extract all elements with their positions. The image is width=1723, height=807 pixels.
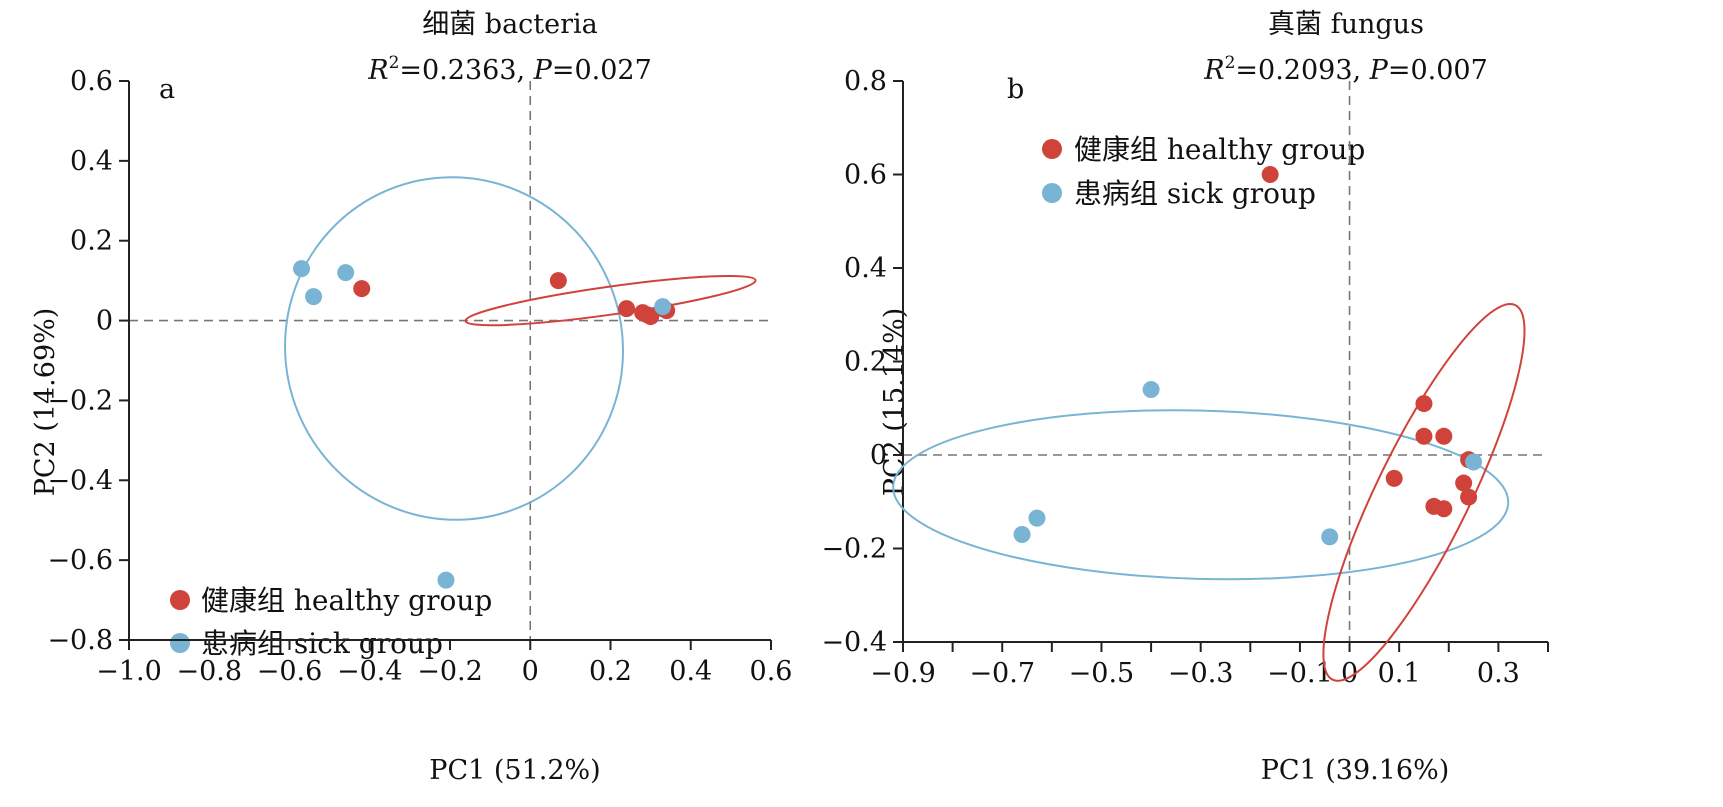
stat-line: R2=0.2363, P=0.027: [367, 53, 652, 86]
y-tick-label: −0.4: [821, 627, 887, 658]
panel-letter: a: [159, 74, 175, 105]
data-point-healthy: [1435, 427, 1453, 445]
confidence-ellipse-sick: [284, 176, 624, 521]
data-point-healthy: [1415, 427, 1433, 445]
x-tick-label: 0.6: [750, 656, 793, 687]
confidence-ellipse-sick: [892, 409, 1510, 581]
data-point-healthy: [549, 272, 567, 290]
y-tick-label: 0.2: [844, 347, 887, 378]
y-tick-label: −0.4: [47, 465, 113, 496]
x-tick-label: 0.4: [669, 656, 712, 687]
p-label: P: [1369, 55, 1389, 86]
data-point-healthy: [1385, 469, 1403, 487]
legend-marker-sick: [170, 633, 190, 653]
data-point-sick: [1028, 509, 1046, 527]
x-tick-label: 0.3: [1477, 658, 1520, 689]
legend-label-sick: 患病组 sick group: [201, 627, 443, 660]
data-point-sick: [305, 288, 323, 306]
legend: 健康组 healthy group 患病组 sick group: [170, 584, 492, 660]
data-point-healthy: [618, 300, 636, 318]
x-tick-label: −0.9: [870, 658, 936, 689]
data-point-sick: [337, 264, 355, 282]
confidence-ellipse-healthy: [1322, 302, 1526, 682]
y-tick-label: 0.8: [844, 66, 887, 97]
data-point-healthy: [1261, 166, 1279, 183]
r2-value: =0.2093,: [1235, 55, 1369, 86]
chart-title: 细菌 bacteria: [422, 9, 598, 40]
y-tick-label: −0.8: [47, 625, 113, 656]
x-tick-label: −0.6: [257, 656, 323, 687]
legend: 健康组 healthy group 患病组 sick group: [1042, 133, 1365, 210]
x-tick-label: −0.1: [1267, 658, 1333, 689]
y-tick-label: −0.6: [47, 545, 113, 576]
data-point-healthy: [642, 308, 660, 326]
r2-value: =0.2363,: [399, 55, 533, 86]
legend-marker-sick: [1042, 183, 1062, 203]
x-tick-label: 0.2: [589, 656, 632, 687]
y-tick-label: 0.6: [70, 66, 113, 97]
panel-a: 细菌 bacteria R2=0.2363, P=0.027 a PC1 (51…: [30, 9, 792, 786]
y-tick-label: 0: [870, 440, 887, 471]
data-point-healthy: [1455, 474, 1473, 492]
x-tick-label: −0.7: [969, 658, 1035, 689]
r2-superscript: 2: [389, 53, 400, 73]
x-tick-label: 0.1: [1378, 658, 1421, 689]
x-tick-label: −0.5: [1069, 658, 1135, 689]
data-point-sick: [1465, 453, 1483, 471]
x-tick-label: 0: [1341, 658, 1358, 689]
data-point-healthy: [1415, 395, 1433, 413]
data-point-healthy: [1460, 488, 1478, 506]
data-point-sick: [437, 571, 455, 589]
y-axis-label: PC2 (14.69%): [30, 308, 61, 497]
x-axis-label: PC1 (51.2%): [429, 755, 600, 786]
x-tick-label: −0.3: [1168, 658, 1234, 689]
panel-letter: b: [1007, 74, 1024, 105]
data-point-sick: [293, 260, 311, 278]
r2-superscript: 2: [1225, 53, 1236, 73]
panel-b: 真菌 fungus R2=0.2093, P=0.007 b PC1 (39.1…: [821, 9, 1549, 786]
x-axis-label: PC1 (39.16%): [1261, 755, 1450, 786]
legend-marker-healthy: [1042, 139, 1062, 159]
data-point-sick: [1013, 525, 1031, 543]
stat-line: R2=0.2093, P=0.007: [1203, 53, 1488, 86]
p-value: =0.007: [1388, 55, 1488, 86]
data-point-sick: [654, 298, 672, 316]
p-label: P: [533, 55, 553, 86]
y-tick-label: 0.4: [70, 146, 113, 177]
r2-label: R: [1203, 55, 1224, 86]
legend-label-healthy: 健康组 healthy group: [201, 584, 492, 617]
r2-label: R: [367, 55, 388, 86]
confidence-ellipse-healthy: [464, 274, 757, 327]
y-tick-label: 0.6: [844, 160, 887, 191]
data-point-healthy: [1435, 500, 1453, 518]
y-tick-label: −0.2: [47, 385, 113, 416]
y-tick-label: −0.2: [821, 534, 887, 565]
x-tick-label: −1.0: [96, 656, 162, 687]
x-tick-label: −0.4: [337, 656, 403, 687]
x-tick-label: −0.8: [176, 656, 242, 687]
y-tick-label: 0.2: [70, 226, 113, 257]
data-point-sick: [1142, 381, 1160, 399]
data-point-healthy: [353, 280, 371, 298]
p-value: =0.027: [552, 55, 652, 86]
legend-label-sick: 患病组 sick group: [1074, 177, 1316, 210]
data-point-sick: [1321, 528, 1339, 546]
legend-label-healthy: 健康组 healthy group: [1074, 133, 1365, 166]
y-tick-label: 0: [96, 306, 113, 337]
chart-title: 真菌 fungus: [1268, 9, 1424, 40]
x-tick-label: −0.2: [417, 656, 483, 687]
legend-marker-healthy: [170, 590, 190, 610]
x-tick-label: 0: [522, 656, 539, 687]
y-tick-label: 0.4: [844, 253, 887, 284]
